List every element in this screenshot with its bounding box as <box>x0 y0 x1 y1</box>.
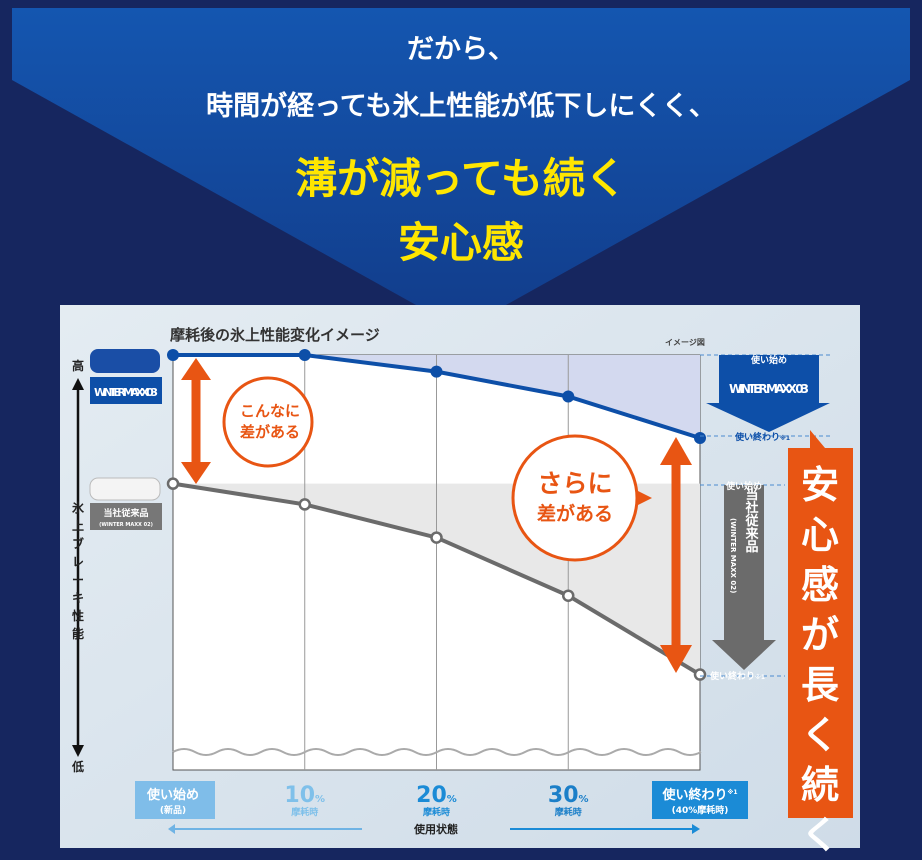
svg-text:摩耗時: 摩耗時 <box>555 806 582 818</box>
arrow-left-icon <box>168 824 175 834</box>
legend-maxx03-label: WINTER MAXX 03 <box>94 386 158 399</box>
maxx03-arrow-logo: WINTER MAXX 03 <box>729 382 809 396</box>
svg-text:摩耗時: 摩耗時 <box>291 806 318 818</box>
gap-arrow-2 <box>660 437 692 673</box>
arrow-down-icon <box>72 745 84 757</box>
gap-text-1a: こんなに <box>240 402 300 420</box>
blue-car-icon <box>90 349 160 373</box>
legend-conventional-sub: (WINTER MAXX 02) <box>99 522 153 528</box>
x-tick-4: 使い終わり※1(40%摩耗時) <box>652 781 748 819</box>
data-point <box>693 668 707 681</box>
conventional-down-arrow <box>712 485 776 670</box>
conventional-arrow-sub: (WINTER MAXX 02) <box>729 518 737 593</box>
gap-bubble-1 <box>222 376 314 468</box>
data-point <box>562 589 575 602</box>
y-high-label: 高 <box>72 358 84 373</box>
gap-text-1b: 差がある <box>240 423 300 441</box>
gap-text-2b: 差がある <box>537 502 613 525</box>
svg-text:(新品): (新品) <box>160 804 186 816</box>
data-point <box>298 498 311 511</box>
maxx03-start-label: 使い始め <box>750 354 787 366</box>
reassurance-banner-text: 安心感が長く続く <box>801 463 840 857</box>
header-line1: だから、 <box>407 34 515 65</box>
chart-note: イメージ図 <box>665 338 705 347</box>
data-point <box>166 477 180 490</box>
y-axis-label: 氷上ブレーキ性能 <box>71 500 85 641</box>
header-line4: 安心感 <box>398 218 524 267</box>
data-point <box>694 432 706 444</box>
data-point <box>430 365 443 378</box>
white-car-icon <box>89 477 161 501</box>
axis-break <box>172 748 702 756</box>
maxx03-down-arrow <box>706 355 830 432</box>
reassurance-banner <box>788 430 853 818</box>
legend-conventional-label: 当社従来品 <box>103 507 148 519</box>
gap-bubble-2 <box>511 434 639 562</box>
data-point <box>430 531 443 544</box>
svg-text:(40%摩耗時): (40%摩耗時) <box>672 804 729 816</box>
conventional-arrow-label: 当社従来品 <box>743 487 760 554</box>
legend-conventional <box>90 503 162 530</box>
data-point <box>167 349 179 361</box>
y-low-label: 低 <box>71 759 84 774</box>
arrow-up-icon <box>72 378 84 390</box>
conventional-end-label: 使い終わり※1 <box>709 670 765 682</box>
chart-title: 摩耗後の氷上性能変化イメージ <box>170 326 380 344</box>
legend-maxx03 <box>90 377 162 404</box>
gap-text-2a: さらに <box>537 469 612 498</box>
svg-text:使い始め: 使い始め <box>146 787 199 803</box>
svg-text:摩耗時: 摩耗時 <box>423 806 450 818</box>
gap-arrow-1 <box>181 358 211 484</box>
x-tick-0: 使い始め(新品) <box>135 781 215 819</box>
data-point <box>562 390 575 403</box>
header-band <box>12 8 910 330</box>
svg-text:使い終わり※1: 使い終わり※1 <box>661 787 737 803</box>
x-axis-label: 使用状態 <box>413 822 458 836</box>
arrow-right-icon <box>692 824 700 834</box>
header-line3: 溝が減っても続く <box>295 154 627 203</box>
data-point <box>298 349 311 361</box>
conventional-start-label: 使い始め <box>725 480 762 492</box>
header-line2: 時間が経っても氷上性能が低下しにくく、 <box>206 90 716 122</box>
maxx03-end-label: 使い終わり※1 <box>734 431 790 443</box>
bubble-pointer <box>636 490 652 506</box>
